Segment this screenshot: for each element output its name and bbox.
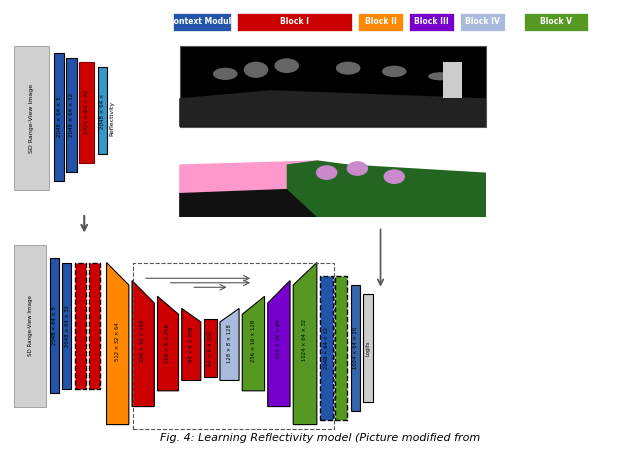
Bar [89,263,100,389]
Ellipse shape [244,62,268,78]
Ellipse shape [382,66,406,77]
Bar [363,294,373,402]
Text: SD Range-View Image: SD Range-View Image [28,295,33,356]
Bar [75,263,86,389]
Polygon shape [157,296,179,391]
Text: 128 × 8 × 128: 128 × 8 × 128 [227,324,232,363]
Ellipse shape [213,68,237,80]
Text: Context Module: Context Module [168,17,236,26]
Polygon shape [293,263,317,424]
Text: 512 × 32 × 64: 512 × 32 × 64 [115,322,120,361]
Text: 1024 × 64 × 32: 1024 × 64 × 32 [84,90,89,134]
Bar [335,276,348,420]
Polygon shape [106,263,129,424]
Text: Block IV: Block IV [465,17,500,26]
Polygon shape [220,308,239,381]
Bar [460,13,505,31]
Text: 2048 × 64 × 5: 2048 × 64 × 5 [52,306,58,345]
Bar [14,245,46,407]
Text: 256 × 16 × 128: 256 × 16 × 128 [251,320,255,362]
Polygon shape [287,160,486,217]
Text: Block V: Block V [540,17,572,26]
Ellipse shape [383,169,405,184]
Bar [320,276,333,420]
Bar [358,13,403,31]
Ellipse shape [336,62,360,75]
Polygon shape [179,189,317,217]
Polygon shape [179,90,486,127]
Polygon shape [182,308,201,381]
Ellipse shape [275,58,299,73]
Ellipse shape [428,72,452,80]
Bar [237,13,352,31]
Bar [54,53,65,182]
Text: 1024 × 64 × 32: 1024 × 64 × 32 [302,319,307,361]
Text: 1024 × 64 × 20: 1024 × 64 × 20 [353,327,358,369]
Ellipse shape [347,161,368,176]
Polygon shape [132,280,154,407]
Text: Logits: Logits [365,340,371,356]
Ellipse shape [316,165,337,180]
Text: Fig. 4: Learning Reflectivity model (Picture modified from: Fig. 4: Learning Reflectivity model (Pic… [160,433,480,443]
Text: 2048 × 64 × 32: 2048 × 64 × 32 [324,327,329,369]
Bar [204,319,217,377]
Bar [173,13,231,31]
Bar [50,258,60,393]
Text: Reflectivity: Reflectivity [109,101,114,136]
Bar [409,13,454,31]
Bar [524,13,588,31]
Polygon shape [268,280,290,407]
Bar [67,58,77,173]
Bar [99,67,107,154]
Text: 2048 × 64 × 32: 2048 × 64 × 32 [65,304,70,347]
Text: Block I: Block I [280,17,309,26]
Bar [79,62,95,164]
Bar [180,46,486,127]
Text: 256 × 16 × 128: 256 × 16 × 128 [140,320,145,362]
Bar [14,46,49,190]
Text: 2048 × 64 × 5: 2048 × 64 × 5 [57,96,62,136]
Text: 64 × 4 × 256: 64 × 4 × 256 [208,330,213,366]
Text: 64 × 4 × 256: 64 × 4 × 256 [189,327,194,362]
Polygon shape [179,160,348,217]
Text: 128 × 8 × 256: 128 × 8 × 256 [165,324,170,363]
Bar [62,263,72,389]
Polygon shape [243,296,264,391]
Text: Block II: Block II [365,17,396,26]
Text: 512 × 32 × 64: 512 × 32 × 64 [276,320,281,358]
Text: Block III: Block III [414,17,449,26]
Bar [444,62,462,98]
Text: SD Range-View Image: SD Range-View Image [29,84,35,153]
Text: 2048 × 64 × 32: 2048 × 64 × 32 [69,93,74,137]
Bar [351,285,360,411]
Text: 2048 × 64 ×: 2048 × 64 × [100,93,105,129]
